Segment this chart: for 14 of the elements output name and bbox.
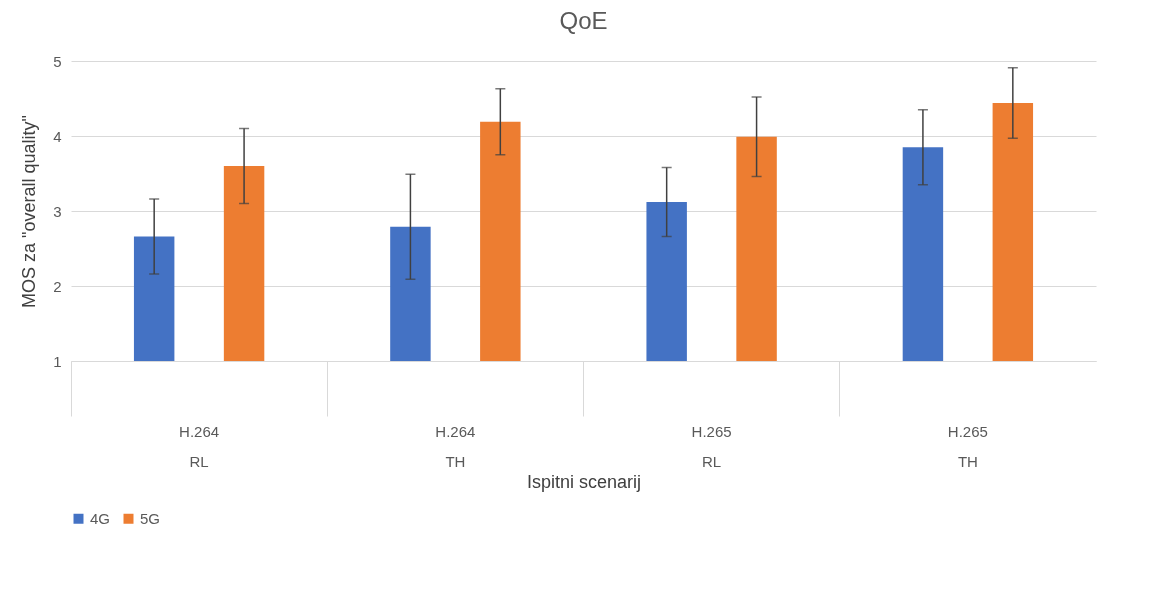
x-tick-label: H.265 TH — [947, 422, 988, 470]
y-tick-label: 4 — [53, 127, 62, 145]
legend-label: 5G — [140, 509, 161, 527]
x-tick-label: H.264 TH — [435, 422, 476, 470]
y-tick-label: 5 — [53, 52, 62, 70]
x-tick-label: H.264 RL — [179, 422, 220, 470]
y-tick-label: 3 — [53, 202, 62, 220]
y-tick-label: 2 — [53, 277, 62, 295]
chart-title: QoE — [559, 7, 608, 34]
legend-label: 4G — [90, 509, 111, 527]
y-tick-label: 1 — [53, 352, 62, 370]
x-tick-label: H.265 RL — [691, 422, 732, 470]
x-axis-title: Ispitni scenarij — [526, 471, 642, 492]
y-axis-title: MOS za "overall quality" — [19, 115, 40, 308]
